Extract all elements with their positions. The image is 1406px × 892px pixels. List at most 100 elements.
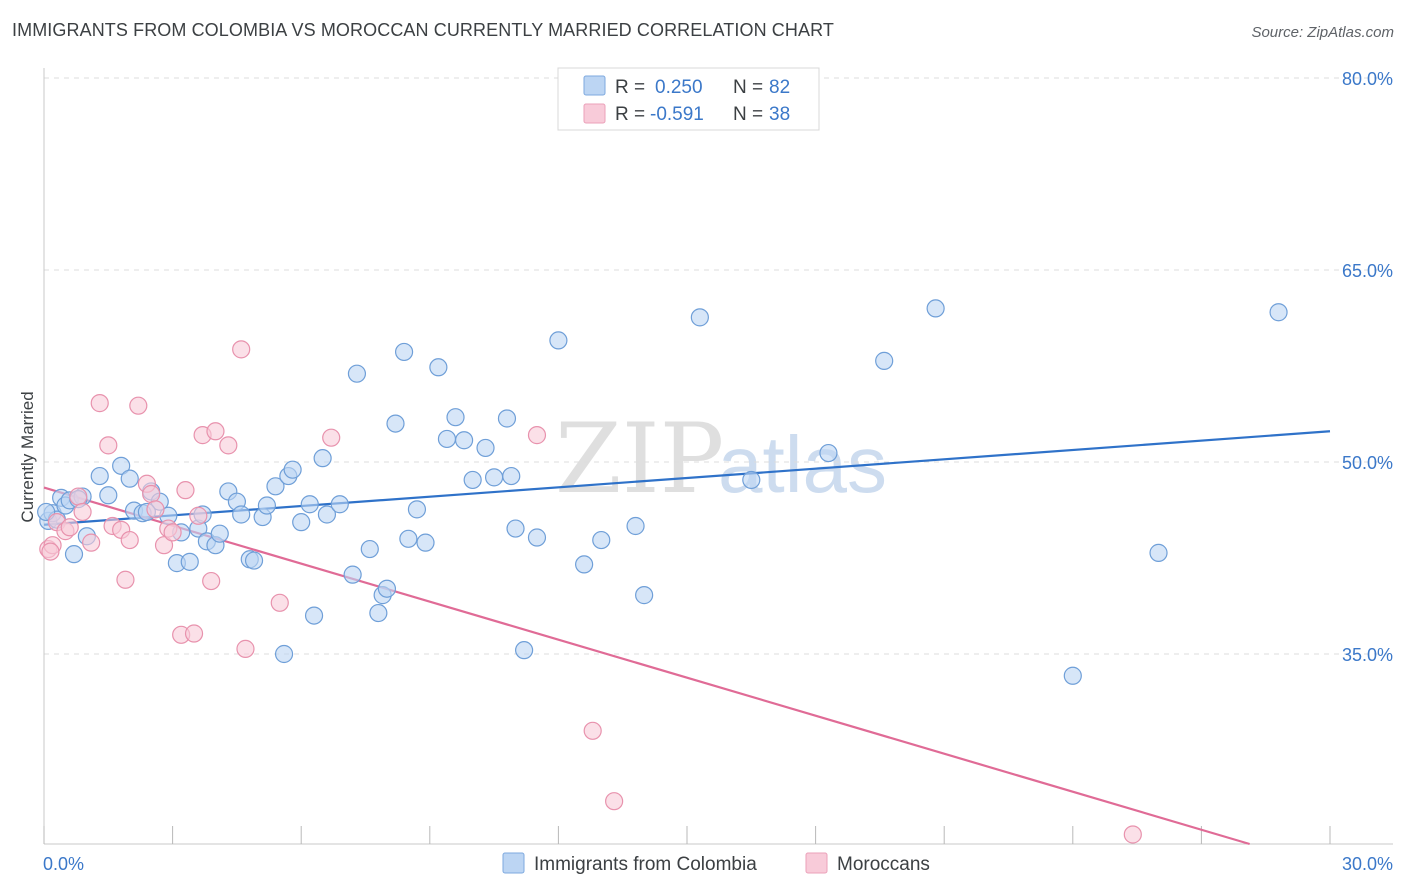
series-0-point-10 [99, 486, 118, 505]
series-0-point-77 [1149, 543, 1168, 562]
source-credit: Source: ZipAtlas.com [1251, 24, 1394, 41]
series-0-point-39 [304, 606, 324, 625]
series-0-point-72 [742, 470, 761, 490]
y-tick-label-3: 80.0% [1342, 69, 1393, 89]
series-0-point-56 [446, 408, 465, 427]
series-0-point-62 [502, 466, 521, 486]
y-tick-labels: 35.0% 50.0% 65.0% 80.0% [1342, 69, 1393, 665]
series-1-point-32 [527, 426, 547, 445]
legend-r-label-2: R = [615, 104, 645, 125]
series-0-point-33 [266, 477, 285, 496]
series-1-trend-line [43, 486, 1250, 846]
series-1-point-30 [270, 593, 289, 612]
series-1-point-9 [99, 436, 118, 455]
series-1-point-17 [146, 500, 165, 519]
series-0-point-61 [497, 409, 517, 428]
series-0-point-30 [244, 551, 264, 570]
series-0-point-48 [377, 579, 397, 598]
data-points [37, 299, 1288, 844]
series-0-point-74 [875, 351, 894, 370]
series-0-point-46 [369, 603, 388, 623]
series-0-point-53 [416, 533, 435, 552]
series-0-point-76 [1063, 666, 1082, 685]
series-1-point-8 [90, 394, 109, 413]
legend-n-value-1: 82 [769, 77, 790, 98]
bottom-legend-label-moroccans: Moroccans [837, 854, 930, 875]
series-0-point-11 [112, 456, 131, 475]
legend-n-value-2: 38 [769, 104, 790, 125]
series-0-point-9 [90, 466, 109, 486]
series-0-point-73 [819, 443, 838, 463]
series-1-point-36 [41, 542, 60, 561]
legend-swatch-colombia [583, 75, 606, 96]
bottom-legend-label-colombia: Immigrants from Colombia [534, 854, 757, 875]
series-1-point-18 [154, 536, 174, 555]
series-0-point-44 [347, 364, 367, 383]
series-1-point-23 [184, 624, 204, 643]
y-tick-label-2: 65.0% [1342, 261, 1393, 281]
legend-r-label-1: R = [615, 77, 645, 98]
series-0-point-68 [592, 530, 611, 550]
series-0-point-60 [485, 468, 504, 487]
series-0-point-67 [575, 555, 594, 574]
series-0-point-65 [527, 528, 547, 547]
series-0-point-25 [210, 524, 229, 543]
series-0-point-43 [343, 565, 362, 584]
series-1-point-27 [219, 436, 238, 455]
series-0-point-32 [257, 496, 277, 515]
series-1-point-4 [60, 518, 79, 537]
series-0-point-37 [292, 513, 311, 532]
series-1-point-28 [232, 340, 251, 359]
series-1-point-31 [322, 428, 341, 447]
series-0-point-12 [120, 469, 139, 488]
legend-r-value-1: 0.250 [655, 77, 703, 98]
series-1-point-37 [189, 506, 208, 525]
series-0-point-69 [626, 516, 645, 536]
series-0-point-52 [407, 500, 427, 519]
series-1-point-20 [163, 523, 182, 542]
series-1-point-14 [129, 396, 148, 415]
series-1-points [39, 340, 1142, 844]
series-0-point-54 [429, 358, 448, 377]
series-0-point-55 [437, 429, 457, 449]
series-0-point-50 [394, 342, 414, 362]
series-0-point-75 [926, 299, 945, 318]
series-0-point-57 [454, 431, 474, 450]
series-1-point-26 [206, 422, 225, 441]
series-0-point-6 [64, 545, 84, 564]
series-1-point-25 [202, 571, 221, 591]
series-0-point-42 [330, 495, 349, 514]
series-0-point-66 [549, 331, 568, 350]
series-1-point-35 [1123, 825, 1142, 844]
series-1-point-29 [236, 639, 255, 658]
bottom-legend-swatch-colombia [502, 852, 525, 874]
series-0-point-40 [313, 449, 332, 468]
y-tick-label-1: 50.0% [1342, 453, 1393, 473]
series-1-point-22 [176, 481, 195, 500]
series-0-point-45 [360, 539, 379, 559]
series-0-point-64 [515, 641, 534, 660]
series-1-point-16 [142, 484, 161, 504]
series-1-point-33 [583, 721, 602, 740]
series-1-point-34 [605, 792, 624, 811]
series-legend: Immigrants from Colombia Moroccans [502, 852, 930, 875]
series-0-point-38 [300, 495, 319, 514]
series-0-point-28 [232, 505, 251, 524]
bottom-legend-swatch-moroccans [805, 852, 828, 874]
series-0-point-51 [399, 529, 418, 548]
series-0-point-20 [180, 552, 199, 571]
series-0-point-34 [274, 644, 294, 664]
legend-n-label-1: N = [733, 77, 763, 98]
watermark-zip: ZIP [555, 403, 724, 515]
watermark: ZIP atlas [555, 403, 887, 515]
axes [43, 68, 1393, 845]
series-1-point-12 [116, 570, 135, 589]
y-tick-label-0: 35.0% [1342, 645, 1393, 665]
legend-n-label-2: N = [733, 104, 763, 125]
series-1-point-13 [120, 530, 139, 550]
series-0-point-70 [635, 586, 654, 605]
correlation-legend: R = 0.250 N = 82 R = -0.591 N = 38 [557, 67, 820, 131]
series-1-point-6 [73, 502, 92, 522]
y-axis-title: Currently Married [18, 391, 37, 522]
